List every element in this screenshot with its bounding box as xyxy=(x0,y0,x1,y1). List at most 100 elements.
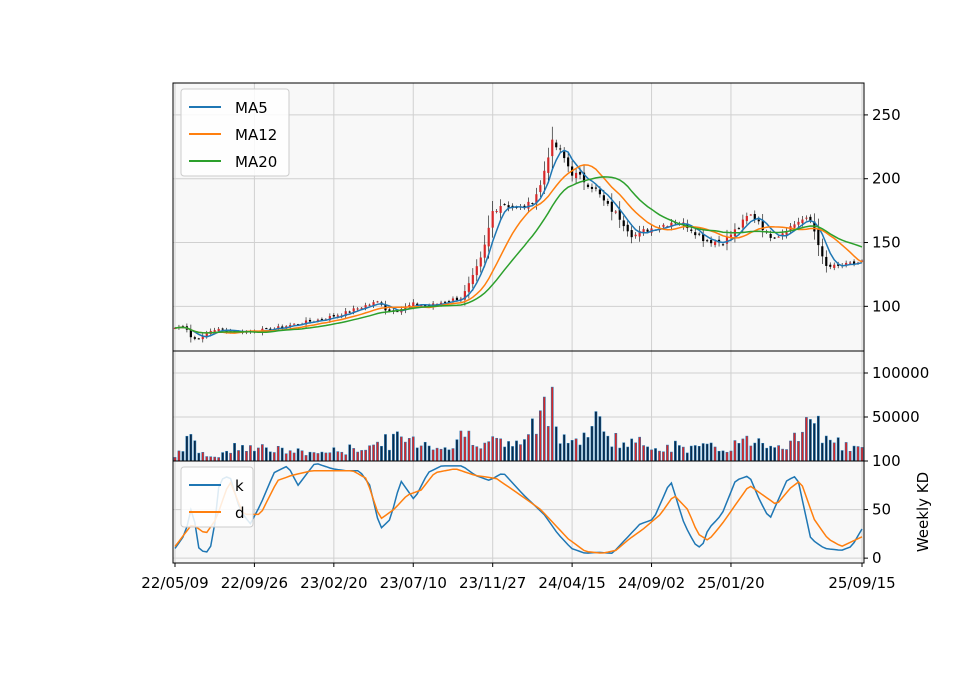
candle-body xyxy=(702,234,705,242)
volume-bar xyxy=(272,452,276,462)
volume-bar xyxy=(689,445,693,462)
volume-bar xyxy=(519,444,522,462)
volume-bar xyxy=(348,444,352,462)
candle-body xyxy=(328,316,331,321)
volume-bar xyxy=(467,430,471,462)
volume-bar xyxy=(356,451,360,462)
candle-body xyxy=(749,214,752,216)
x-tick-label: 22/05/09 xyxy=(141,574,208,592)
candle-body xyxy=(531,203,534,205)
candle-body xyxy=(404,306,407,311)
volume-bar xyxy=(300,450,304,462)
volume-bar xyxy=(813,423,816,462)
volume-bar xyxy=(773,447,776,462)
volume-bar xyxy=(280,447,284,462)
candle-body xyxy=(586,184,590,187)
volume-bar xyxy=(737,443,741,462)
volume-bar xyxy=(681,446,685,462)
volume-bar xyxy=(403,441,407,462)
volume-bar xyxy=(801,431,804,462)
candle-body xyxy=(817,229,820,246)
volume-bar xyxy=(594,411,598,462)
candle-body xyxy=(543,170,546,185)
volume-bar xyxy=(554,426,558,462)
candle-body xyxy=(829,264,832,267)
candle-body xyxy=(622,220,625,227)
volume-bar xyxy=(570,440,574,462)
candle-body xyxy=(308,319,312,322)
volume-bar xyxy=(177,450,181,462)
volume-bar xyxy=(860,447,864,462)
candle-body xyxy=(539,185,542,193)
price-legend xyxy=(180,88,290,177)
candle-body xyxy=(618,209,621,220)
candle-body xyxy=(483,244,486,258)
d-line xyxy=(174,468,863,554)
candle-body xyxy=(690,229,693,231)
volume-bar xyxy=(606,435,610,462)
volume-bar xyxy=(257,447,260,462)
volume-bar xyxy=(304,455,308,462)
candle-body xyxy=(630,230,633,238)
candle-body xyxy=(297,324,300,326)
volume-bar xyxy=(201,452,205,462)
volume-bar xyxy=(685,452,689,462)
volume-bar xyxy=(713,446,717,462)
candle-body xyxy=(221,328,224,330)
volume-bar xyxy=(340,451,344,462)
price-y-tick-label: 250 xyxy=(872,106,901,124)
candle-body xyxy=(265,327,268,329)
kd-legend-label: d xyxy=(235,504,245,522)
candle-body xyxy=(761,221,764,231)
candle-body xyxy=(837,264,840,266)
volume-bar xyxy=(535,433,538,462)
volume-bar xyxy=(507,441,510,462)
volume-bar xyxy=(546,426,550,462)
candle-body xyxy=(424,305,427,307)
volume-bar xyxy=(245,451,248,462)
volume-bar xyxy=(384,434,387,462)
volume-bar xyxy=(308,451,312,462)
candle-body xyxy=(189,329,192,338)
candle-body xyxy=(721,244,725,246)
candle-body xyxy=(662,224,665,227)
volume-bar xyxy=(451,448,455,462)
volume-bar xyxy=(400,436,403,462)
candle-body xyxy=(372,302,375,306)
candle-body xyxy=(670,222,673,227)
volume-bar xyxy=(820,442,824,462)
candle-body xyxy=(487,227,490,247)
x-tick-label: 24/04/15 xyxy=(538,574,605,592)
kd-y-tick-label: 0 xyxy=(872,549,882,567)
candle-body xyxy=(646,229,649,232)
volume-bar xyxy=(666,444,669,462)
volume-bar xyxy=(332,447,336,462)
candle-body xyxy=(368,304,371,306)
volume-bar xyxy=(415,447,419,462)
candle-body xyxy=(213,330,216,332)
volume-bar xyxy=(324,452,328,462)
candle-body xyxy=(781,233,784,237)
volume-bar xyxy=(590,426,594,462)
candle-body xyxy=(606,200,609,204)
volume-bar xyxy=(312,452,316,462)
candle-body xyxy=(408,305,411,307)
candle-body xyxy=(293,323,296,325)
volume-bar xyxy=(765,447,769,462)
volume-bar xyxy=(654,448,657,462)
candle-body xyxy=(320,318,324,320)
volume-bar xyxy=(674,440,677,462)
volume-bar xyxy=(622,442,626,462)
candle-body xyxy=(360,307,363,309)
volume-bar xyxy=(626,446,630,462)
panel-border xyxy=(172,460,865,564)
volume-bar xyxy=(777,445,780,462)
volume-bar xyxy=(407,438,411,462)
candle-body xyxy=(610,201,613,212)
volume-bar xyxy=(189,434,193,462)
volume-bar xyxy=(638,436,641,462)
candle-body xyxy=(443,301,447,303)
volume-bar xyxy=(725,451,729,462)
volume-bar xyxy=(392,433,395,462)
volume-bar xyxy=(217,457,221,462)
